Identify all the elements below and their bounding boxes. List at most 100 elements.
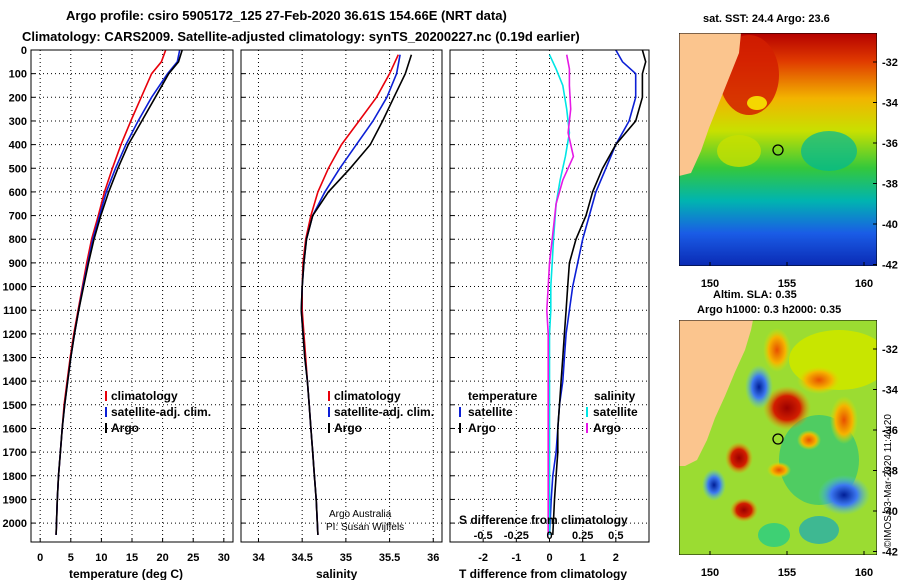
x-tick-label: 30 xyxy=(218,552,230,564)
header-line1: Argo profile: csiro 5905172_125 27-Feb-2… xyxy=(66,8,507,23)
salinity-panel: 34 34.5 35 35.5 36 salinity climatology sate… xyxy=(240,49,443,580)
x-tick-label: -2 xyxy=(478,552,488,564)
argo-position-marker xyxy=(772,144,784,156)
series-line-satellite-adj-clim- xyxy=(300,54,401,535)
x-tick-label: 34.5 xyxy=(291,552,312,564)
x-tick-label: 1 xyxy=(580,552,586,564)
series-line-argo xyxy=(55,50,183,535)
depth-tick-label: 1700 xyxy=(3,447,27,459)
s-tick-label: -0.5 xyxy=(474,530,493,542)
salinity-xlabel: salinity xyxy=(316,567,358,580)
difference-legend: temperature satellite Argo salinity sate… xyxy=(459,389,638,435)
x-tick-label: 35.5 xyxy=(379,552,400,564)
temperature-legend: climatology satellite-adj. clim. Argo xyxy=(105,389,211,435)
salinity-legend: climatology satellite-adj. clim. Argo xyxy=(328,389,434,435)
map-lat-label: -36 xyxy=(882,425,898,437)
x-tick-label: 36 xyxy=(427,552,439,564)
series-line-satellite-adj-clim- xyxy=(55,50,181,535)
sla-map-image xyxy=(679,320,877,555)
x-tick-label: 2 xyxy=(613,552,619,564)
temperature-xlabel: temperature (deg C) xyxy=(69,567,183,580)
depth-tick-label: 0 xyxy=(21,45,27,57)
x-tick-label: 10 xyxy=(95,552,107,564)
x-tick-label: -1 xyxy=(511,552,521,564)
legend-label-s-satellite: satellite xyxy=(593,405,638,419)
x-tick-label: 25 xyxy=(187,552,199,564)
sst-map-ticks: -32 -34 -36 -38 -40 -42 150 155 160 xyxy=(701,57,899,290)
legend-label-argo: Argo xyxy=(111,421,139,435)
map-lat-label: -32 xyxy=(882,344,898,356)
map-lon-label: 155 xyxy=(778,278,796,290)
sla-map-subtitle: Argo h1000: 0.3 h2000: 0.35 xyxy=(697,304,841,316)
x-tick-label: 34 xyxy=(252,552,265,564)
depth-tick-label: 1500 xyxy=(3,400,27,412)
s-difference-label: S difference from climatology xyxy=(459,513,628,527)
x-tick-label: 20 xyxy=(156,552,168,564)
series-line-t-satellite xyxy=(548,50,637,535)
depth-tick-label: 900 xyxy=(9,258,27,270)
map-lat-label: -42 xyxy=(882,547,898,559)
temperature-frame xyxy=(30,49,234,543)
map-lon-label: 160 xyxy=(855,278,873,290)
depth-tick-label: 200 xyxy=(9,92,27,104)
x-tick-label: 15 xyxy=(126,552,138,564)
argo-position-marker xyxy=(772,433,784,445)
land-mass xyxy=(679,320,753,466)
series-line-t-argo xyxy=(552,50,647,535)
sst-map-image xyxy=(679,33,877,266)
series-line-s-argo xyxy=(545,54,575,535)
sst-map-title: sat. SST: 24.4 Argo: 23.6 xyxy=(703,13,830,25)
s-tick-label: 0.5 xyxy=(608,530,623,542)
map-lon-label: 155 xyxy=(778,567,796,579)
sst-map: sat. SST: 24.4 Argo: 23.6 -32 -34 -36 -38 -4… xyxy=(679,13,899,290)
salinity-lines xyxy=(300,54,413,535)
x-tick-label: 0 xyxy=(546,552,552,564)
series-line-argo xyxy=(300,54,413,535)
map-lat-label: -40 xyxy=(882,506,898,518)
difference-salinity-xticks: -0.5 -0.25 0 0.25 0.5 xyxy=(474,530,624,542)
map-lat-label: -32 xyxy=(882,57,898,69)
sla-map: Altim. SLA: 0.35 Argo h1000: 0.3 h2000: … xyxy=(679,289,899,579)
credit-pi: PI: Susan Wijffels xyxy=(326,522,404,533)
legend-label-climatology: climatology xyxy=(111,389,178,403)
depth-tick-label: 1400 xyxy=(3,376,27,388)
legend-label-argo: Argo xyxy=(334,421,362,435)
temperature-lines xyxy=(55,50,183,535)
legend-title-temperature: temperature xyxy=(468,389,538,403)
legend-label-s-argo: Argo xyxy=(593,421,621,435)
legend-label-climatology: climatology xyxy=(334,389,401,403)
depth-tick-label: 1000 xyxy=(3,282,27,294)
s-tick-label: 0.25 xyxy=(572,530,593,542)
temperature-panel: 0 5 10 15 20 25 30 temperature (deg C) climato… xyxy=(30,49,234,580)
legend-label-satellite: satellite-adj. clim. xyxy=(111,405,211,419)
difference-lines xyxy=(545,50,647,535)
series-line-climatology xyxy=(301,54,400,535)
header-line2: Climatology: CARS2009. Satellite-adjuste… xyxy=(22,29,580,44)
map-lat-label: -36 xyxy=(882,138,898,150)
legend-label-t-satellite: satellite xyxy=(468,405,513,419)
series-line-climatology xyxy=(55,50,167,535)
depth-tick-label: 1200 xyxy=(3,329,27,341)
depth-tick-label: 1900 xyxy=(3,494,27,506)
sla-map-title: Altim. SLA: 0.35 xyxy=(713,289,797,301)
salinity-xticks: 34 34.5 35 35.5 36 xyxy=(252,552,439,564)
map-lat-label: -34 xyxy=(882,385,899,397)
x-tick-label: 0 xyxy=(37,552,43,564)
difference-panel: -2 -1 0 1 2 -0.5 -0.25 0 0.25 0.5 S difference f… xyxy=(449,49,650,580)
salinity-grid xyxy=(241,49,442,542)
difference-xticks: -2 -1 0 1 2 xyxy=(478,552,619,564)
depth-tick-label: 500 xyxy=(9,163,27,175)
series-line-s-satellite xyxy=(548,54,571,535)
map-lon-label: 150 xyxy=(701,278,719,290)
depth-tick-label: 2000 xyxy=(3,518,27,530)
difference-frame xyxy=(449,49,650,543)
map-lat-label: -40 xyxy=(882,219,898,231)
depth-tick-label: 1100 xyxy=(3,305,27,317)
depth-tick-label: 1300 xyxy=(3,353,27,365)
map-lat-label: -34 xyxy=(882,98,899,110)
depth-tick-label: 300 xyxy=(9,116,27,128)
depth-tick-label: 400 xyxy=(9,140,27,152)
sla-map-ticks: -32 -34 -36 -38 -40 -42 150 155 160 xyxy=(701,344,899,579)
map-lat-label: -38 xyxy=(882,179,898,191)
